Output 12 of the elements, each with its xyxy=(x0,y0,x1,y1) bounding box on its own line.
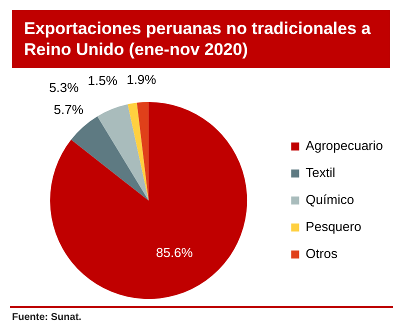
data-label: 85.6% xyxy=(156,245,194,260)
chart-title: Exportaciones peruanas no tradicionales a Reino Unido (ene-nov 2020) xyxy=(12,10,390,68)
data-label: 5.7% xyxy=(54,102,84,117)
source-note: Fuente: Sunat. xyxy=(12,312,82,323)
legend-label: Otros xyxy=(306,246,338,262)
legend-label: Químico xyxy=(306,192,354,208)
legend-label: Textil xyxy=(306,165,336,180)
legend-label: Pesquero xyxy=(306,219,362,234)
data-label: 5.3% xyxy=(49,80,80,96)
legend-label: Agropecuario xyxy=(306,138,383,154)
data-label: 1.9% xyxy=(126,72,157,87)
data-label: 1.5% xyxy=(88,73,118,88)
